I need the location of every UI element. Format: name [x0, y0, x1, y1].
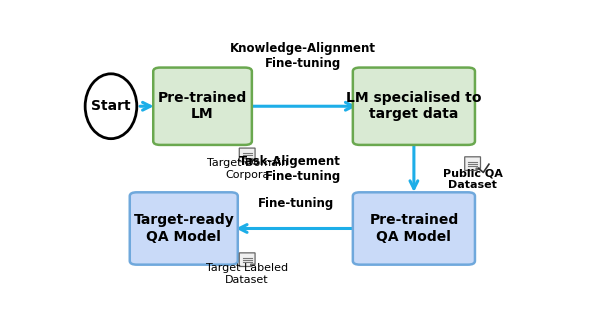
Text: Public QA
Dataset: Public QA Dataset	[442, 168, 502, 190]
Text: Pre-trained
LM: Pre-trained LM	[158, 91, 247, 122]
FancyBboxPatch shape	[353, 68, 475, 145]
Text: Target-ready
QA Model: Target-ready QA Model	[133, 214, 234, 244]
FancyBboxPatch shape	[153, 68, 252, 145]
Text: Knowledge-Alignment
Fine-tuning: Knowledge-Alignment Fine-tuning	[230, 42, 376, 70]
Text: LM specialised to
target data: LM specialised to target data	[346, 91, 482, 122]
Text: Start: Start	[91, 99, 131, 113]
Polygon shape	[465, 157, 481, 170]
Polygon shape	[476, 168, 481, 170]
Polygon shape	[251, 264, 255, 266]
Text: Fine-tuning: Fine-tuning	[258, 197, 335, 210]
Ellipse shape	[85, 74, 137, 139]
Text: Pre-trained
QA Model: Pre-trained QA Model	[369, 214, 459, 244]
Polygon shape	[239, 148, 255, 162]
Text: Target Domain
Corpora: Target Domain Corpora	[207, 158, 288, 180]
FancyBboxPatch shape	[130, 192, 238, 265]
Polygon shape	[239, 253, 255, 266]
Text: Target Labeled
Dataset: Target Labeled Dataset	[206, 263, 288, 284]
FancyBboxPatch shape	[353, 192, 475, 265]
Text: Task-Aligement
Fine-tuning: Task-Aligement Fine-tuning	[239, 155, 341, 183]
Polygon shape	[251, 159, 255, 162]
